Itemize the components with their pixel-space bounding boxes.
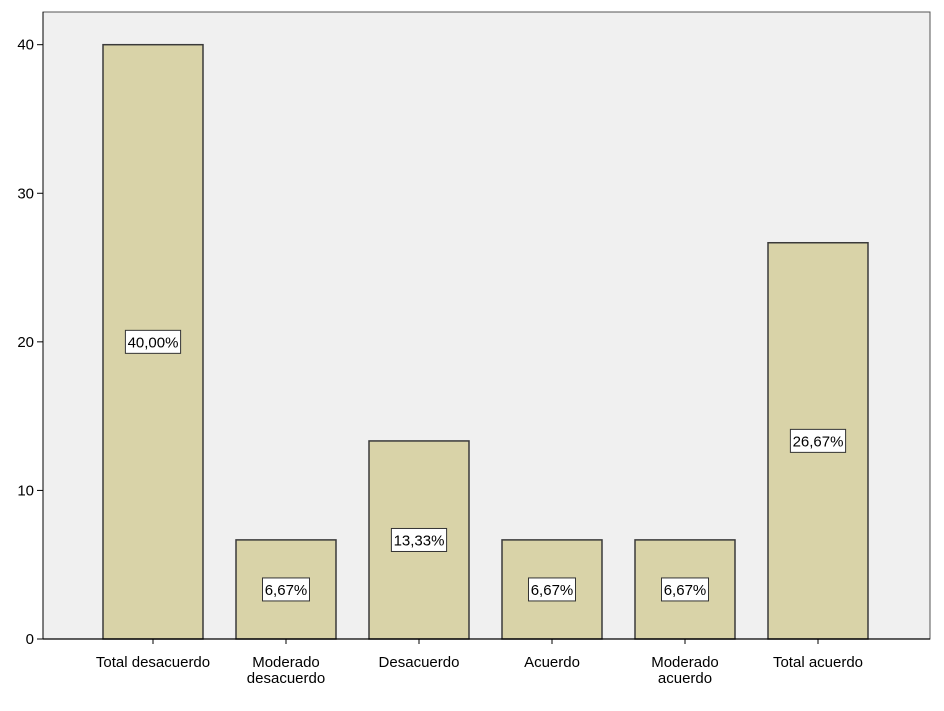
data-label-box: [661, 577, 709, 602]
data-label-text: 6,67%: [265, 582, 308, 599]
x-tick-label: Total acuerdo: [773, 654, 863, 671]
x-tick-label-line: desacuerdo: [247, 670, 325, 687]
data-label-text: 6,67%: [531, 582, 574, 599]
x-tick-label: Desacuerdo: [379, 654, 460, 671]
data-label-text: 13,33%: [394, 532, 445, 549]
data-label: 6,67%: [661, 577, 709, 602]
data-label: 6,67%: [262, 577, 310, 602]
x-tick-label: Moderado desacuerdo: [247, 654, 325, 687]
data-label-box: [262, 577, 310, 602]
x-tick-label-line: Acuerdo: [524, 654, 580, 671]
data-label: 26,67%: [789, 428, 847, 453]
x-tick-label: Total desacuerdo: [96, 654, 210, 671]
y-tick-label: 40: [17, 37, 34, 54]
x-tick-label: Acuerdo: [524, 654, 580, 671]
data-label-text: 6,67%: [664, 582, 707, 599]
data-label-box: [789, 428, 847, 453]
y-tick-label: 20: [17, 334, 34, 351]
x-tick-label-line: Total desacuerdo: [96, 654, 210, 671]
data-label-box: [124, 329, 182, 354]
bars: [102, 43, 869, 640]
data-label-box: [528, 577, 576, 602]
x-tick-label-line: acuerdo: [658, 670, 712, 687]
x-tick-label: Moderado acuerdo: [651, 654, 719, 687]
data-labels: 40,00% 6,67% 13,33% 6,67% 6,67% 26,67%: [124, 329, 847, 602]
y-tick-label: 10: [17, 482, 34, 499]
data-label: 6,67%: [528, 577, 576, 602]
data-label-box: [390, 527, 448, 552]
data-label: 40,00%: [124, 329, 182, 354]
data-label-text: 26,67%: [793, 433, 844, 450]
y-tick-label: 0: [26, 631, 34, 648]
x-tick-label-line: Moderado: [252, 654, 320, 671]
y-tick-label: 30: [17, 185, 34, 202]
x-tick-label-line: Moderado: [651, 654, 719, 671]
x-tick-label-line: Total acuerdo: [773, 654, 863, 671]
data-label-text: 40,00%: [128, 334, 179, 351]
data-label: 13,33%: [390, 527, 448, 552]
x-tick-label-line: Desacuerdo: [379, 654, 460, 671]
axes: Total desacuerdo Moderado desacuerdoDesacu…: [17, 12, 930, 687]
